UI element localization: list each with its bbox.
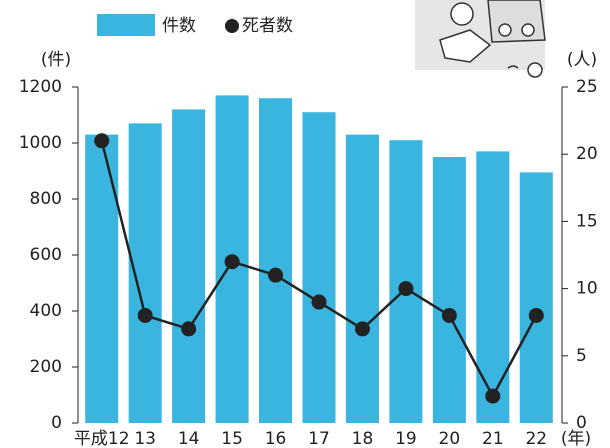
bar [302, 112, 335, 423]
y-axis-title: (件) [41, 50, 71, 70]
point [485, 389, 500, 404]
bar [433, 157, 466, 423]
x-tick-label: 20 [439, 429, 461, 448]
point [442, 308, 457, 323]
point [268, 268, 283, 283]
y2-tick-label: 10 [576, 279, 598, 299]
point [312, 295, 327, 310]
legend-label: 死者数 [242, 16, 293, 36]
point [138, 308, 153, 323]
y-tick-label: 1000 [19, 133, 62, 153]
illustration [415, 0, 545, 77]
x-tick-label: 21 [482, 429, 504, 448]
legend-label: 件数 [162, 16, 196, 36]
bar [346, 135, 379, 423]
y-tick-label: 1200 [19, 77, 62, 97]
y2-tick-label: 5 [576, 346, 587, 366]
x-tick-label: 14 [178, 429, 200, 448]
x-tick-label: 16 [265, 429, 287, 448]
x-tick-label: 19 [395, 429, 417, 448]
y2-tick-label: 0 [576, 413, 587, 433]
y-tick-label: 0 [51, 413, 62, 433]
bar [476, 151, 509, 423]
point [529, 308, 544, 323]
bar [259, 98, 292, 423]
y2-tick-label: 25 [576, 77, 598, 97]
bar [172, 109, 205, 423]
point [225, 254, 240, 269]
chart: 件数 死者数 (件) (人) (年) 020040060080010001200… [0, 0, 610, 448]
legend-swatch [97, 14, 155, 36]
x-tick-label: 平成12 [74, 429, 130, 448]
y-tick-label: 200 [30, 357, 62, 377]
x-tick-label: 22 [525, 429, 547, 448]
y-tick-label: 600 [30, 245, 62, 265]
y2-axis-title: (人) [567, 50, 597, 70]
point [181, 321, 196, 336]
y2-tick-label: 20 [576, 144, 598, 164]
y2-tick-label: 15 [576, 211, 598, 231]
x-tick-label: 15 [221, 429, 243, 448]
bar [85, 135, 118, 423]
point [355, 321, 370, 336]
x-tick-label: 13 [134, 429, 156, 448]
legend-marker [225, 19, 239, 33]
point [94, 133, 109, 148]
y-tick-label: 400 [30, 301, 62, 321]
y-tick-label: 800 [30, 189, 62, 209]
x-tick-label: 17 [308, 429, 330, 448]
x-tick-label: 18 [352, 429, 374, 448]
point [398, 281, 413, 296]
bar [520, 172, 553, 423]
